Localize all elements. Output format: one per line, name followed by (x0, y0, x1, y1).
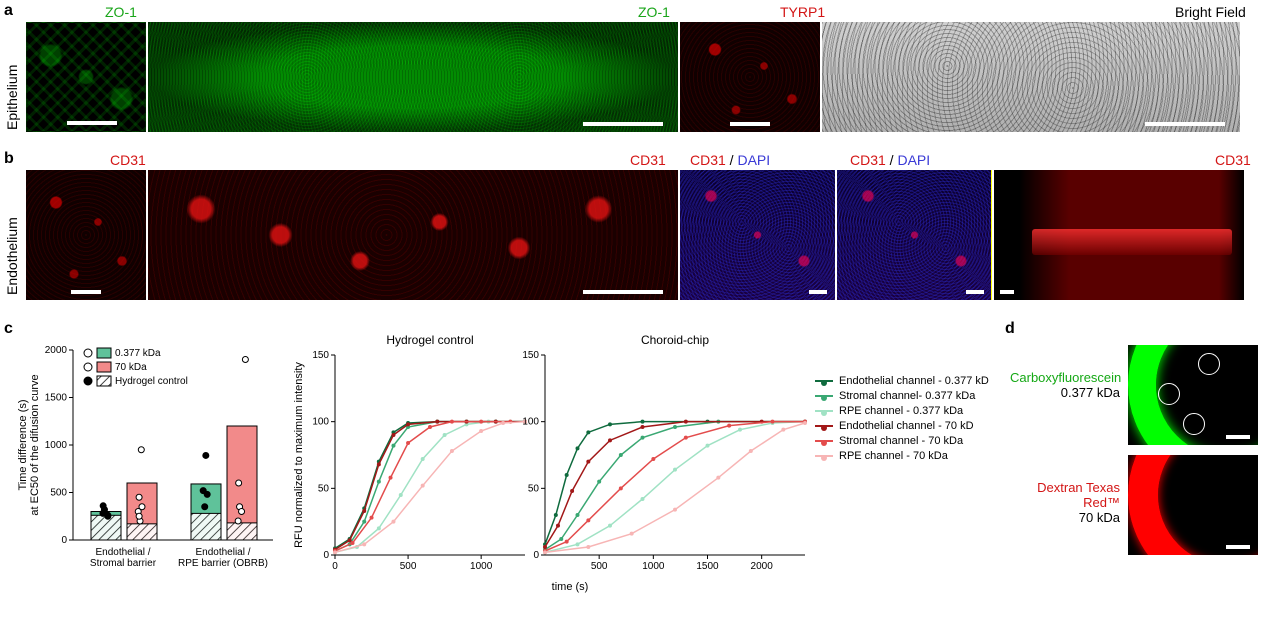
img-b-cd31-dapi-2 (837, 170, 992, 300)
svg-text:0: 0 (332, 561, 338, 572)
svg-text:0: 0 (61, 535, 67, 546)
svg-text:150: 150 (522, 350, 539, 361)
marker-cd31-1: CD31 (110, 152, 146, 168)
svg-text:1000: 1000 (642, 561, 665, 572)
svg-text:RFU normalized to maximum inte: RFU normalized to maximum intensity (293, 362, 305, 548)
scale-bar (1000, 290, 1014, 294)
svg-text:0: 0 (533, 550, 539, 561)
svg-text:500: 500 (400, 561, 417, 572)
img-b-cd31-close (26, 170, 146, 300)
scale-bar (730, 122, 770, 126)
scale-bar (1145, 122, 1225, 126)
svg-text:Time difference (s)at EC50 of: Time difference (s)at EC50 of the difusi… (18, 374, 41, 515)
svg-text:1000: 1000 (45, 440, 68, 451)
scale-bar (583, 290, 663, 294)
img-b-cd31-3d (994, 170, 1244, 300)
svg-text:Choroid-chip: Choroid-chip (641, 333, 709, 347)
marker-brightfield: Bright Field (1175, 4, 1246, 20)
img-a-tyrp1 (680, 22, 820, 132)
svg-text:2000: 2000 (751, 561, 774, 572)
svg-text:500: 500 (591, 561, 608, 572)
svg-text:100: 100 (312, 417, 329, 428)
scale-bar (1226, 545, 1250, 549)
svg-text:70 kDa: 70 kDa (115, 362, 147, 373)
svg-text:Endothelial /RPE barrier (OBRB: Endothelial /RPE barrier (OBRB) (178, 547, 268, 569)
scale-bar (583, 122, 663, 126)
scale-bar (966, 290, 984, 294)
side-label-epithelium: Epithelium (4, 40, 20, 130)
img-b-cd31-wide (148, 170, 678, 300)
img-a-zo1-wide (148, 22, 678, 132)
svg-text:1500: 1500 (45, 393, 68, 404)
marker-cd31-dapi-1: CD31 / DAPI (690, 152, 770, 168)
marker-cd31-2: CD31 (630, 152, 666, 168)
marker-cd31-dapi-2: CD31 / DAPI (850, 152, 930, 168)
svg-text:150: 150 (312, 350, 329, 361)
svg-text:100: 100 (522, 417, 539, 428)
marker-cd31-3: CD31 (1215, 152, 1251, 168)
img-a-zo1-close (26, 22, 146, 132)
svg-text:50: 50 (528, 483, 540, 494)
img-b-cd31-dapi-1 (680, 170, 835, 300)
panel-label-d: d (1005, 320, 1015, 338)
panel-label-b: b (4, 150, 14, 168)
scale-bar (809, 290, 827, 294)
svg-text:Hydrogel control: Hydrogel control (115, 376, 188, 387)
line-charts: RFU normalized to maximum intensity Hydro… (290, 330, 810, 605)
scale-bar (1226, 435, 1250, 439)
svg-text:Hydrogel control: Hydrogel control (386, 333, 473, 347)
side-label-endothelium: Endothelium (4, 185, 20, 295)
svg-text:0: 0 (323, 550, 329, 561)
img-a-brightfield (822, 22, 1240, 132)
svg-text:2000: 2000 (45, 345, 68, 356)
svg-text:50: 50 (318, 483, 330, 494)
marker-tyrp1: TYRP1 (780, 4, 825, 20)
dextran-label: Dextran Texas Red™ 70 kDa (1000, 480, 1120, 525)
svg-text:0.377 kDa: 0.377 kDa (115, 348, 161, 359)
carboxy-label: Carboxyfluorescein 0.377 kDa (1010, 370, 1120, 400)
bar-chart: 0 500 1000 1500 2000 Time difference (s)at EC… (18, 340, 278, 605)
svg-text:time (s): time (s) (552, 581, 589, 593)
img-d-dextran (1128, 455, 1258, 555)
svg-text:1000: 1000 (470, 561, 493, 572)
svg-text:Endothelial /Stromal barrier: Endothelial /Stromal barrier (90, 547, 157, 569)
scale-bar (67, 121, 117, 125)
line-legend: Endothelial channel - 0.377 kDStromal ch… (815, 375, 989, 465)
scale-bar (71, 290, 101, 294)
section-line (991, 170, 992, 300)
panel-label-c: c (4, 320, 13, 338)
panel-label-a: a (4, 2, 13, 20)
img-d-carboxy (1128, 345, 1258, 445)
svg-text:500: 500 (50, 488, 67, 499)
svg-text:1500: 1500 (696, 561, 719, 572)
marker-zo1-2: ZO-1 (638, 4, 670, 20)
marker-zo1-1: ZO-1 (105, 4, 137, 20)
